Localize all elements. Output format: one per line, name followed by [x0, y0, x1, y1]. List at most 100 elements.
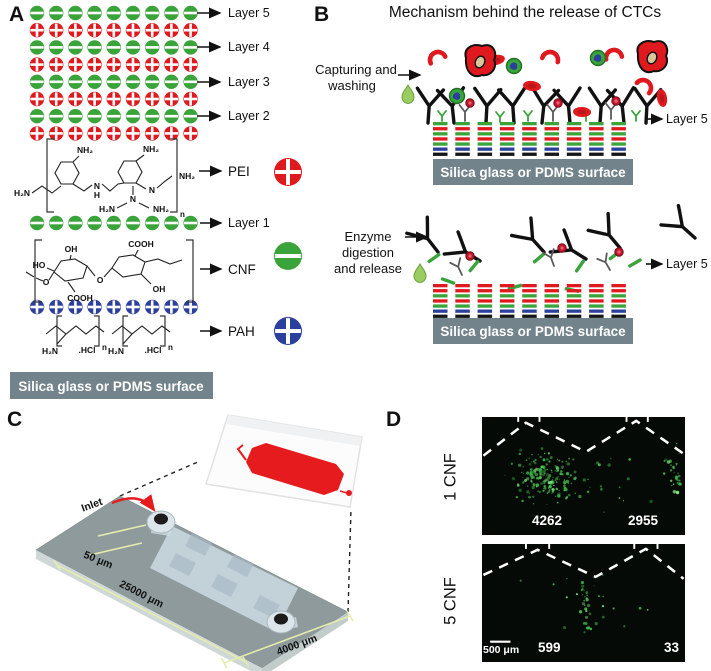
- green-polymer-dot: [87, 40, 102, 55]
- layer-dash: [433, 284, 448, 288]
- fluorescent-cell-dot: [675, 490, 680, 495]
- enzyme-site-icon: [465, 251, 475, 261]
- fluorescent-cell-dot: [675, 464, 678, 466]
- red-polymer-dot: [68, 23, 83, 38]
- red-polymer-dot: [145, 57, 160, 72]
- layer-dash: [611, 132, 626, 136]
- pah-hcl-2: .HCl: [145, 345, 162, 355]
- fluorescent-cell-dot: [542, 480, 544, 483]
- layer-dash: [522, 132, 537, 136]
- layer-dash: [522, 147, 537, 151]
- layer-dash: [566, 304, 582, 308]
- layer-dash: [544, 314, 559, 318]
- cnf-cooh-top: COOH: [128, 239, 154, 249]
- capture-scene: Capturing and washing: [315, 40, 708, 185]
- fluorescent-cell-dot: [676, 472, 680, 475]
- fluorescent-cell-dot: [545, 458, 549, 461]
- fluorescent-cell-dot: [546, 503, 548, 506]
- green-polymer-dot: [29, 40, 45, 55]
- red-polymer-dot: [29, 126, 45, 141]
- panel-a-layer-assembly-schematic: Layer 5 Layer 4 Layer 3 Layer 2: [10, 5, 302, 399]
- antibody-icon: [527, 86, 561, 127]
- green-polymer-dot: [183, 40, 198, 55]
- fluorescent-cell-dot: [546, 468, 548, 471]
- fluorescent-cell-dot: [515, 496, 518, 499]
- red-polymer-dot: [87, 57, 102, 72]
- layer-dash: [433, 299, 448, 303]
- fluorescent-cell-dot: [585, 598, 589, 602]
- layer-dash: [477, 152, 493, 156]
- layer-dash: [522, 152, 537, 156]
- layer-dash: [611, 309, 626, 313]
- fluorescent-cell-dot: [672, 490, 677, 494]
- layer-dash: [544, 304, 559, 308]
- fluorescent-cell-dot: [585, 609, 588, 613]
- fluorescent-cell-dot: [548, 487, 550, 489]
- red-polymer-dot: [164, 23, 179, 38]
- layer-dash: [611, 299, 626, 303]
- green-polymer-dot: [125, 109, 141, 124]
- fluorescent-cell-dot: [554, 466, 556, 468]
- fluorescent-cell-dot: [575, 593, 578, 596]
- dye-filled-channel: [246, 443, 344, 495]
- layer-dash: [611, 122, 626, 126]
- layer-dash: [477, 147, 493, 151]
- fluorescent-cell-dot: [551, 488, 555, 492]
- fluorescent-cell-dot: [534, 458, 537, 462]
- pei-h2n-bottom: H₂N: [99, 204, 115, 214]
- fluorescent-cell-dot: [574, 476, 577, 480]
- red-polymer-dot: [106, 91, 122, 107]
- fluorescent-cell-dot: [521, 481, 525, 484]
- inlet-arrow: [111, 494, 156, 512]
- fluorescent-cell-dot: [543, 468, 547, 472]
- rbc-icon: [542, 50, 560, 62]
- fluorescent-cell-dot: [561, 473, 564, 476]
- photo-inset-device: [205, 414, 363, 508]
- fluorescent-cell-dot: [558, 489, 560, 492]
- enzyme-site-icon: [557, 243, 567, 253]
- antibody-icon: [442, 230, 489, 274]
- fluorescent-cell-dot: [555, 467, 560, 471]
- layer-dash: [499, 147, 515, 151]
- fluorescent-cell-dot: [586, 490, 590, 494]
- condition-label-5cnf: 5 CNF: [441, 577, 460, 625]
- layer-dash: [433, 137, 448, 141]
- layer-dash: [455, 314, 470, 318]
- fluorescent-cell-dot: [565, 479, 570, 484]
- layer-dash: [611, 127, 626, 131]
- fluorescent-cell-dot: [543, 472, 545, 474]
- fluorescent-cell-dot: [626, 477, 630, 481]
- layer-dash: [477, 132, 493, 136]
- layer-dash: [589, 132, 604, 136]
- green-polymer-dot: [87, 5, 102, 21]
- layer-dash: [433, 314, 448, 318]
- fluorescent-cell-dot: [674, 476, 678, 480]
- green-polymer-dot: [106, 74, 122, 90]
- capture-label-2: washing: [327, 78, 376, 93]
- layer-dash: [477, 137, 493, 141]
- fluorescent-cell-dot: [543, 482, 546, 485]
- green-polymer-dot: [106, 215, 122, 231]
- green-polymer-dot: [125, 74, 141, 90]
- fluorescent-cell-dot: [568, 457, 570, 460]
- fluorescent-cell-dot: [549, 480, 553, 484]
- fluorescent-cell-dot: [540, 482, 544, 485]
- layer-dash: [522, 289, 537, 293]
- capture-label-1: Capturing and: [315, 62, 397, 77]
- layer-dash: [433, 152, 448, 156]
- layer-dash: [544, 137, 559, 141]
- surface-bar-a: Silica glass or PDMS surface: [10, 372, 213, 399]
- layer-dash: [499, 314, 515, 318]
- fluorescent-cell-dot: [556, 458, 559, 461]
- panel-c-label: C: [7, 408, 23, 431]
- channel-checker-pattern: [169, 533, 280, 618]
- layer-5-pointer-capture: Layer 5: [646, 112, 708, 126]
- layer-dash: [499, 127, 515, 131]
- fluorescent-cell-dot: [646, 608, 649, 611]
- green-polymer-dot: [145, 5, 160, 21]
- layer-dash: [611, 284, 626, 288]
- layer-dash: [433, 304, 448, 308]
- fluorescent-cell-dot: [539, 470, 542, 474]
- green-polymer-dot: [29, 74, 45, 90]
- fluorescent-cell-dot: [594, 622, 598, 626]
